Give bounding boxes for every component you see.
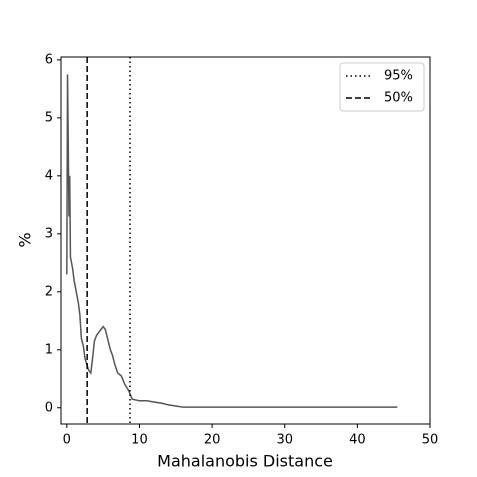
x-tick-label: 10 (131, 433, 148, 448)
data-line (66, 74, 398, 408)
y-axis-label: % (16, 232, 35, 247)
x-tick-label: 0 (63, 433, 71, 448)
x-tick-label: 40 (349, 433, 366, 448)
y-tick-label: 5 (45, 110, 53, 125)
y-tick-label: 6 (45, 52, 53, 67)
y-tick-label: 0 (45, 400, 53, 415)
x-tick-label: 30 (276, 433, 293, 448)
x-axis-label: Mahalanobis Distance (157, 452, 333, 471)
y-tick-label: 1 (45, 342, 53, 357)
legend-label: 95% (384, 69, 413, 84)
x-tick-label: 20 (204, 433, 221, 448)
y-tick-label: 4 (45, 168, 53, 183)
legend-box (339, 62, 425, 112)
y-tick-label: 3 (45, 226, 53, 241)
y-tick-label: 2 (45, 284, 53, 299)
plot-frame (60, 56, 431, 425)
legend-label: 50% (384, 91, 413, 106)
x-tick-label: 50 (422, 433, 439, 448)
